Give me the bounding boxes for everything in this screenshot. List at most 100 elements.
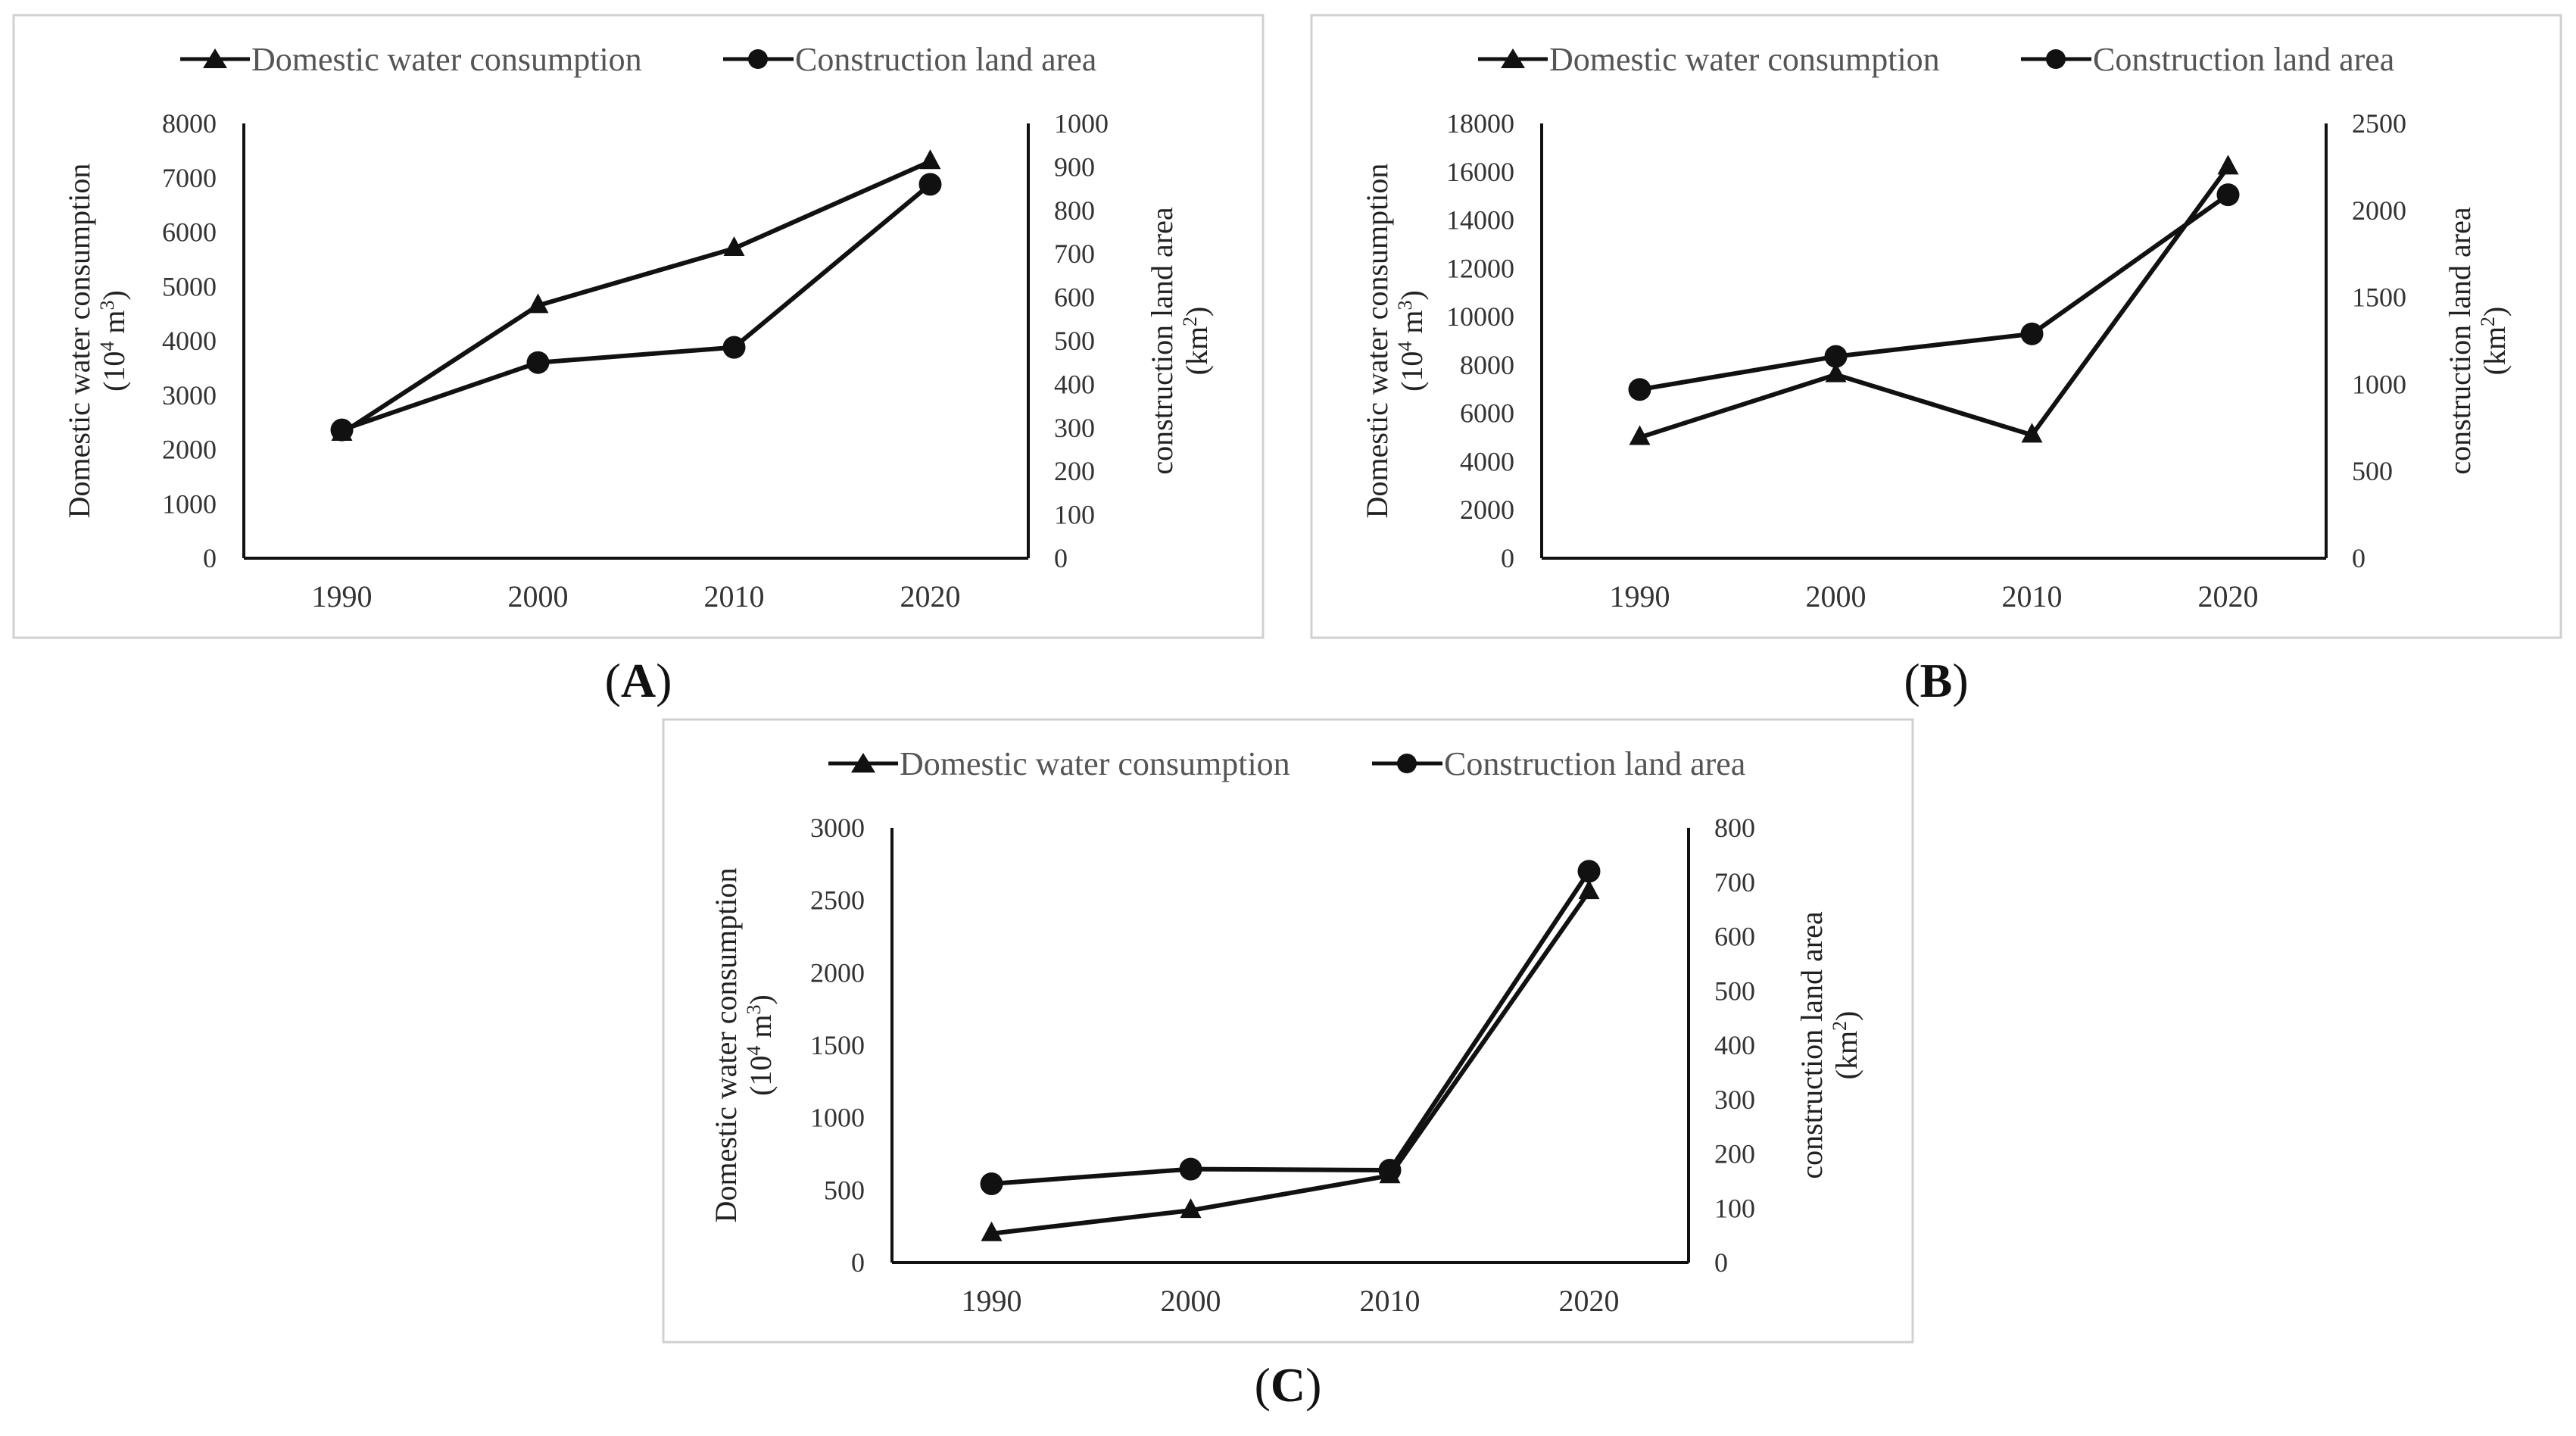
panel-b-tag: (B) [1904, 654, 1968, 707]
panel-b-right-axis-title: construction land area (km2) [2443, 207, 2512, 474]
right-tick-label: 2500 [2352, 108, 2406, 139]
right-tick-label: 0 [1054, 543, 1068, 573]
svg-text:(km2): (km2) [1179, 307, 1215, 376]
left-tick-label: 1500 [810, 1030, 865, 1060]
right-tick-label: 1000 [1054, 108, 1109, 139]
right-tick-label: 2000 [2352, 195, 2406, 226]
right-tick-label: 600 [1054, 283, 1095, 313]
right-tick-label: 300 [1714, 1085, 1755, 1115]
left-axis-title-line: Domestic water consumption [62, 164, 96, 519]
left-tick-label: 18000 [1446, 108, 1514, 139]
legend-water-label: Domestic water consumption [251, 41, 642, 78]
panel-a-right-axis-title: construction land area (km2) [1145, 207, 1214, 474]
panel-b-letter: B [1920, 654, 1953, 707]
right-tick-label: 500 [1714, 976, 1755, 1006]
data-point-water [1629, 425, 1651, 445]
panel-c-tag: (C) [1255, 1358, 1322, 1412]
legend-land-marker [2046, 49, 2066, 69]
left-axis-title-line: Domestic water consumption [1360, 164, 1394, 519]
panel-c-plot: 0 500 1000 1500 2000 2500 3000 0 100 200 300 400 500… [810, 813, 1755, 1318]
panel-a-tag: (A) [605, 654, 672, 707]
panel-b-plot: 0200040006000800010000120001400016000180… [1446, 108, 2406, 613]
data-point-land [918, 173, 942, 196]
x-tick-label: 2020 [2198, 579, 2259, 613]
right-tick-label: 500 [2352, 456, 2393, 486]
right-tick-label: 600 [1714, 922, 1755, 952]
svg-text:Domestic water consumption: Domestic water consumption [1360, 164, 1394, 519]
right-tick-label: 700 [1714, 867, 1755, 898]
right-axis-unit-exp-a: 2 [1179, 317, 1201, 326]
panel-c-left-axis-title: Domestic water consumption (104 m3) [709, 868, 778, 1223]
panel-c-legend: Domestic water consumption Construction … [828, 745, 1745, 782]
series-line-water [1639, 165, 2230, 440]
left-axis-unit-exp-c: 4 [743, 1046, 765, 1056]
left-tick-label: 0 [1501, 543, 1514, 573]
legend-water-marker [851, 753, 875, 773]
svg-text:construction land area: construction land area [2443, 207, 2477, 474]
panel-c-letter: C [1271, 1358, 1305, 1412]
right-axis-unit-b: (km [2478, 326, 2512, 375]
right-axis-unit-a: (km [1180, 326, 1214, 375]
left-axis-unit-mid-a: m [97, 310, 131, 341]
x-tick-label: 2010 [1360, 1284, 1421, 1318]
right-axis-unit-end-c: ) [1829, 1011, 1863, 1021]
right-tick-label: 800 [1714, 813, 1755, 843]
right-axis-unit-c: (km [1829, 1031, 1863, 1079]
panel-a-letter: A [621, 654, 656, 707]
panel-c-right-axis-title: construction land area (km2) [1795, 911, 1863, 1178]
left-tick-label: 12000 [1446, 253, 1514, 283]
panel-c: Domestic water consumption Construction … [662, 718, 1914, 1412]
panel-a-plot: 0 1000 2000 3000 4000 5000 6000 7000 8000 0 100 200… [162, 108, 1109, 613]
x-tick-label: 2000 [508, 579, 569, 613]
series-line-water [340, 159, 931, 435]
right-tick-label: 800 [1054, 195, 1095, 226]
data-point-land [330, 418, 354, 442]
legend-land-label: Construction land area [795, 41, 1096, 78]
svg-text:(104 m3): (104 m3) [743, 994, 778, 1096]
data-point-water [723, 236, 745, 257]
x-tick-label: 2010 [2002, 579, 2063, 613]
panel-c-frame [662, 718, 1914, 1344]
panel-a-legend: Domestic water consumption Construction … [180, 41, 1096, 78]
panel-b-legend: Domestic water consumption Construction … [1478, 41, 2394, 78]
x-tick-label: 2020 [1559, 1284, 1620, 1318]
svg-text:construction land area: construction land area [1145, 207, 1179, 474]
panel-a: Domestic water consumption Construction … [12, 14, 1265, 707]
x-tick-label: 1990 [962, 1284, 1022, 1318]
series-line-land [1639, 192, 2230, 392]
svg-text:(km2): (km2) [1829, 1011, 1864, 1080]
left-axis-unit-mid-c: m [744, 1014, 778, 1045]
left-axis-unit-exp-a: 4 [96, 342, 118, 351]
left-tick-label: 2000 [1460, 495, 1514, 525]
data-point-water [919, 149, 941, 170]
x-tick-label: 2000 [1161, 1284, 1221, 1318]
data-point-land [2216, 183, 2240, 207]
svg-text:Domestic water consumption: Domestic water consumption [709, 868, 743, 1223]
panel-a-left-axis-title: Domestic water consumption (104 m3) [62, 164, 131, 519]
data-point-land [722, 336, 746, 359]
right-axis-title-line: construction land area [1795, 911, 1829, 1178]
right-tick-label: 0 [2352, 543, 2365, 573]
left-axis-unit-end-c: ) [744, 994, 778, 1004]
svg-text:(km2): (km2) [2477, 307, 2512, 376]
right-axis-unit-end-b: ) [2478, 307, 2512, 317]
legend-water-label: Domestic water consumption [1549, 41, 1940, 78]
left-tick-label: 8000 [1460, 350, 1514, 380]
data-point-water [981, 1221, 1003, 1241]
legend-land-label: Construction land area [1444, 745, 1745, 782]
series-line-water [991, 890, 1591, 1236]
left-tick-label: 0 [851, 1247, 865, 1278]
panel-b-frame [1310, 14, 2562, 639]
left-tick-label: 4000 [162, 326, 217, 356]
left-tick-label: 10000 [1446, 301, 1514, 332]
data-point-land [526, 351, 550, 374]
left-tick-label: 16000 [1446, 157, 1514, 187]
left-axis-unit-exp2-b: 3 [1394, 300, 1416, 310]
legend-land-marker [748, 49, 768, 69]
legend-water-marker [1501, 48, 1525, 68]
left-tick-label: 2000 [162, 435, 217, 465]
right-axis-unit-exp-c: 2 [1829, 1021, 1851, 1031]
left-tick-label: 7000 [162, 163, 217, 193]
right-tick-label: 1500 [2352, 283, 2406, 313]
right-tick-label: 700 [1054, 239, 1095, 269]
